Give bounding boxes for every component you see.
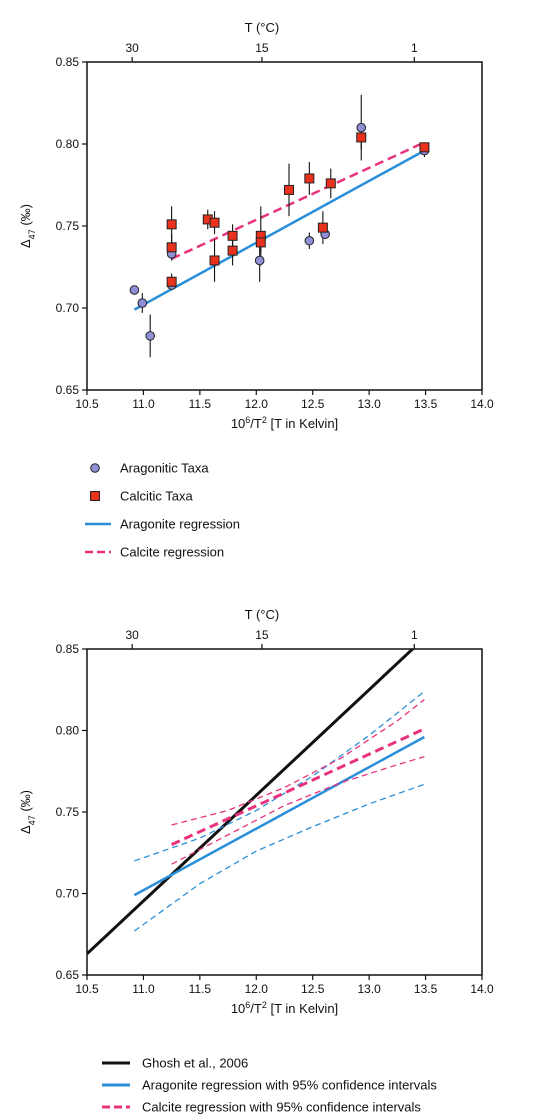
legend: Ghosh et al., 2006 Aragonite regression w… <box>102 1056 437 1115</box>
data-point-calcitic <box>166 276 177 287</box>
plot-data-area <box>129 94 430 358</box>
x2-axis-title: T (°C) <box>245 20 280 35</box>
y-tick-label: 0.80 <box>56 724 80 738</box>
x-tick-label: 12.0 <box>245 397 269 411</box>
series-aragonite-regression <box>133 735 425 897</box>
data-point-aragonitic <box>254 255 265 266</box>
legend-label: Ghosh et al., 2006 <box>142 1056 248 1071</box>
series-aragonite-95-ci-upper <box>134 690 425 862</box>
legend-circle-marker <box>90 463 100 473</box>
x-tick-label: 10.5 <box>75 397 99 411</box>
series-calcite-regression <box>170 727 426 846</box>
x2-axis-title: T (°C) <box>245 607 280 622</box>
series-calcite-95-ci-upper <box>171 698 425 826</box>
legend-item: Calcite regression <box>85 545 224 560</box>
data-point-aragonitic <box>356 122 367 133</box>
data-point-calcitic <box>419 142 430 153</box>
y-axis-title: Δ47 (‰) <box>18 790 37 834</box>
legend-label: Aragonitic Taxa <box>120 461 209 476</box>
legend-label: Aragonite regression with 95% confidence… <box>142 1078 437 1093</box>
y-axis-title: Δ47 (‰) <box>18 204 37 248</box>
data-point-aragonitic <box>145 331 155 341</box>
x-tick-label: 11.5 <box>189 982 212 996</box>
y-tick-label: 0.75 <box>56 805 80 819</box>
series-calcite-95-ci-lower <box>171 755 425 865</box>
x-tick-label: 13.0 <box>357 397 381 411</box>
data-point-calcitic <box>227 230 238 241</box>
series-aragonite-95-ci-lower <box>134 783 425 932</box>
legend-square-marker <box>90 491 100 501</box>
x-tick-label: 11.5 <box>189 397 212 411</box>
data-point-calcitic <box>166 219 177 230</box>
legend-label: Calcite regression <box>120 545 224 560</box>
x-tick-label: 11.0 <box>132 397 155 411</box>
data-point-aragonitic <box>304 235 315 246</box>
legend-label: Calcite regression with 95% confidence i… <box>142 1100 421 1115</box>
top-chart-panel: 10.5 11.0 11.5 12.0 12.5 13.0 13.5 14.0 0.65 0.70… <box>18 20 494 560</box>
x2-tick-label: 15 <box>255 628 269 642</box>
x-tick-label: 12.5 <box>301 982 325 996</box>
legend-label: Aragonite regression <box>120 517 240 532</box>
plot-data-area <box>87 649 426 955</box>
legend-item: Aragonite regression <box>85 517 240 532</box>
x-tick-label: 12.0 <box>245 982 269 996</box>
legend-item: Calcitic Taxa <box>90 489 194 504</box>
data-point-calcitic <box>317 222 328 233</box>
x-axis-title: 106/T2 [T in Kelvin] <box>231 1000 338 1016</box>
bottom-chart-panel: 10.5 11.0 11.5 12.0 12.5 13.0 13.5 14.0 0.65 0.70… <box>18 607 494 1115</box>
y-tick-label: 0.80 <box>56 137 80 151</box>
x-tick-label: 13.5 <box>414 982 438 996</box>
legend-item: Calcite regression with 95% confidence i… <box>102 1100 421 1115</box>
data-point-calcitic <box>209 217 220 228</box>
legend-item: Aragonitic Taxa <box>90 461 209 476</box>
x-tick-label: 14.0 <box>470 982 494 996</box>
legend-item: Ghosh et al., 2006 <box>102 1056 248 1071</box>
x-tick-label: 11.0 <box>132 982 155 996</box>
y-tick-label: 0.85 <box>56 642 80 656</box>
data-point-calcitic <box>325 178 336 189</box>
x-tick-label: 13.0 <box>357 982 381 996</box>
data-point-aragonitic <box>137 298 148 308</box>
x2-tick-label: 30 <box>125 628 139 642</box>
x-tick-label: 13.5 <box>414 397 438 411</box>
legend: Aragonitic Taxa Calcitic Taxa Aragonite re… <box>85 461 240 560</box>
data-point-calcitic <box>255 237 266 248</box>
series-calcite-regression <box>171 141 425 260</box>
x2-tick-label: 15 <box>255 41 269 55</box>
x2-tick-label: 30 <box>125 41 139 55</box>
x-axis-title: 106/T2 [T in Kelvin] <box>231 415 338 431</box>
y-tick-label: 0.65 <box>56 383 80 397</box>
x-tick-label: 14.0 <box>470 397 494 411</box>
data-point-calcitic <box>227 245 238 256</box>
data-point-aragonitic <box>129 285 140 295</box>
x-tick-label: 10.5 <box>75 982 99 996</box>
series-aragonite-regression <box>133 149 426 311</box>
legend-item: Aragonite regression with 95% confidence… <box>102 1078 437 1093</box>
x2-tick-label: 1 <box>411 41 418 55</box>
legend-label: Calcitic Taxa <box>120 489 194 504</box>
y-tick-label: 0.85 <box>56 55 80 69</box>
data-point-calcitic <box>304 173 315 184</box>
x-tick-label: 12.5 <box>301 397 325 411</box>
y-tick-label: 0.75 <box>56 219 80 233</box>
x2-tick-label: 1 <box>411 628 418 642</box>
data-point-calcitic <box>356 132 367 143</box>
y-tick-label: 0.65 <box>56 968 80 982</box>
data-point-calcitic <box>209 255 220 266</box>
y-tick-label: 0.70 <box>56 301 80 315</box>
data-point-calcitic <box>284 184 295 195</box>
data-point-calcitic <box>166 242 177 253</box>
y-tick-label: 0.70 <box>56 887 80 901</box>
